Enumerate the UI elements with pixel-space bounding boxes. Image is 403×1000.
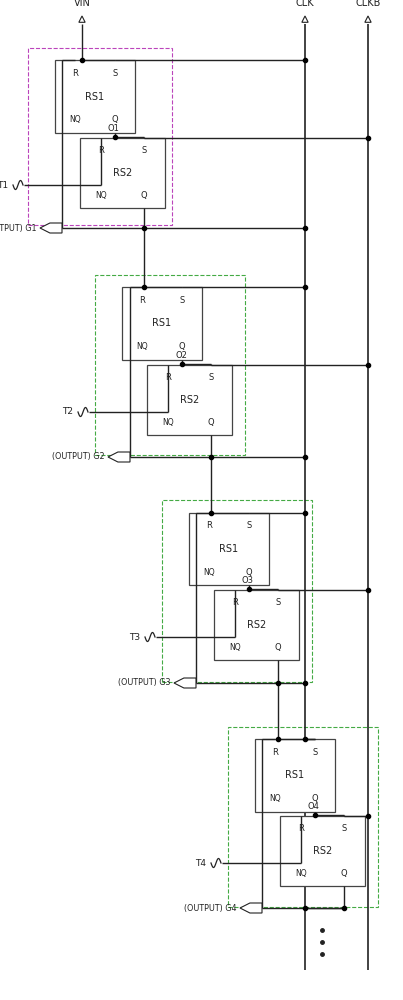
Text: R: R	[139, 296, 145, 305]
Text: S: S	[246, 521, 251, 530]
Bar	[228, 727, 378, 907]
Text: T4: T4	[195, 858, 206, 867]
Polygon shape	[302, 16, 308, 22]
Polygon shape	[174, 678, 196, 688]
Text: NQ: NQ	[295, 869, 307, 878]
Text: Q: Q	[140, 191, 147, 200]
Bar	[255, 739, 335, 812]
Text: S: S	[179, 296, 185, 305]
Text: T2: T2	[62, 408, 73, 416]
Text: S: S	[341, 824, 346, 833]
Bar	[189, 513, 269, 585]
Text: O2: O2	[175, 351, 187, 360]
Text: (OUTPUT) G4: (OUTPUT) G4	[185, 904, 237, 912]
Text: NQ: NQ	[203, 568, 215, 577]
Text: S: S	[275, 598, 280, 607]
Text: O1: O1	[107, 124, 119, 133]
Text: RS2: RS2	[180, 395, 199, 405]
Text: Q: Q	[246, 568, 252, 577]
Polygon shape	[365, 16, 371, 22]
Text: RS2: RS2	[247, 620, 266, 630]
Text: RS1: RS1	[220, 544, 239, 554]
Bar	[55, 60, 135, 133]
Text: NQ: NQ	[69, 115, 81, 124]
Text: (OUTPUT) G3: (OUTPUT) G3	[118, 678, 171, 688]
Text: NQ: NQ	[229, 643, 241, 652]
Text: R: R	[298, 824, 304, 833]
Text: Q: Q	[208, 418, 214, 427]
Text: S: S	[112, 69, 118, 78]
Text: RS1: RS1	[285, 770, 305, 780]
Text: R: R	[165, 373, 171, 382]
Bar	[162, 500, 312, 682]
Text: R: R	[98, 146, 104, 155]
Bar	[80, 138, 165, 208]
Text: S: S	[312, 748, 318, 757]
Text: NQ: NQ	[96, 191, 107, 200]
Polygon shape	[240, 903, 262, 913]
Text: NQ: NQ	[162, 418, 174, 427]
Text: NQ: NQ	[136, 342, 148, 351]
Text: R: R	[272, 748, 278, 757]
Bar	[95, 275, 245, 455]
Text: RS1: RS1	[152, 318, 172, 328]
Text: R: R	[206, 521, 212, 530]
Text: T1: T1	[0, 180, 8, 190]
Bar	[214, 590, 299, 660]
Text: R: R	[72, 69, 78, 78]
Text: NQ: NQ	[269, 794, 281, 803]
Text: (OUTPUT) G1: (OUTPUT) G1	[0, 224, 37, 232]
Bar	[28, 48, 172, 225]
Text: CLK: CLK	[296, 0, 314, 8]
Text: Q: Q	[341, 869, 347, 878]
Text: (OUTPUT) G2: (OUTPUT) G2	[52, 452, 105, 462]
Text: T3: T3	[129, 633, 140, 642]
Polygon shape	[79, 16, 85, 22]
Text: S: S	[208, 373, 213, 382]
Text: Q: Q	[179, 342, 185, 351]
Polygon shape	[108, 452, 130, 462]
Text: R: R	[232, 598, 238, 607]
Text: S: S	[141, 146, 146, 155]
Bar	[147, 365, 232, 435]
Text: O4: O4	[308, 802, 320, 811]
Text: Q: Q	[112, 115, 118, 124]
Text: Q: Q	[312, 794, 318, 803]
Bar	[280, 816, 365, 886]
Text: VIN: VIN	[74, 0, 90, 8]
Text: O3: O3	[242, 576, 254, 585]
Text: RS2: RS2	[113, 168, 132, 178]
Text: RS2: RS2	[313, 846, 332, 856]
Bar	[122, 287, 202, 360]
Text: CLKB: CLKB	[355, 0, 381, 8]
Polygon shape	[40, 223, 62, 233]
Text: RS1: RS1	[85, 92, 104, 102]
Text: Q: Q	[274, 643, 281, 652]
